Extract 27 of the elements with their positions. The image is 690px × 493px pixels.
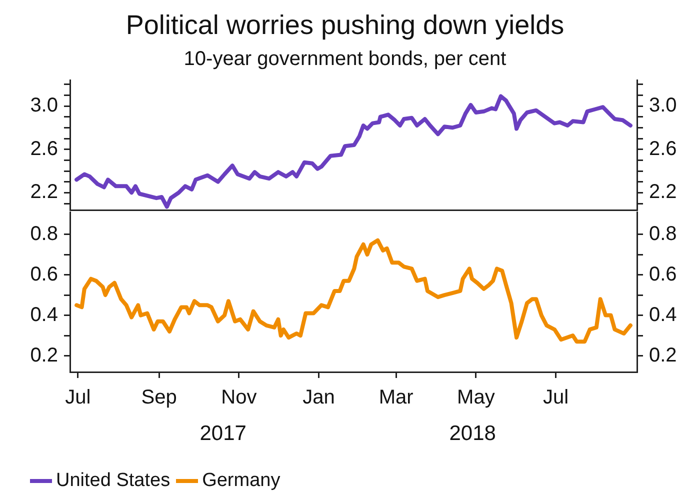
y-tick-label: 3.0 — [30, 94, 58, 117]
x-tick-label: Mar — [378, 386, 414, 409]
y-tick-label: 2.6 — [30, 138, 58, 160]
y2-tick-label: 2.2 — [649, 181, 677, 204]
chart-subtitle: 10-year government bonds, per cent — [182, 48, 508, 71]
x-tick-label: May — [457, 386, 495, 409]
legend-label: Germany — [202, 470, 280, 492]
y-tick-label: 0.4 — [30, 304, 58, 326]
y2-tick-label: 0.8 — [649, 222, 677, 245]
x-tick-label: Jul — [543, 386, 569, 409]
y-tick-label: 0.2 — [30, 344, 58, 366]
y2-tick-label: 0.6 — [649, 263, 677, 286]
x-tick-label: Nov — [221, 386, 257, 409]
text: 2017 — [200, 422, 246, 445]
y2-tick-label: 2.6 — [649, 138, 677, 160]
y2-tick-label: 0.2 — [649, 344, 677, 366]
x-tick-label: Sep — [141, 386, 177, 409]
chart-title: Political worries pushing down yields — [124, 10, 566, 41]
legend-label: United States — [56, 470, 170, 492]
y-tick-label: 0.8 — [30, 222, 58, 245]
x-tick-label: Jan — [302, 386, 335, 409]
text: 2018 — [449, 422, 496, 445]
y-tick-label: 2.2 — [30, 181, 58, 204]
y2-tick-label: 0.4 — [649, 304, 677, 326]
y2-tick-label: 3.0 — [649, 94, 677, 117]
x-tick-label: Jul — [65, 386, 91, 409]
y-tick-label: 0.6 — [30, 263, 58, 286]
